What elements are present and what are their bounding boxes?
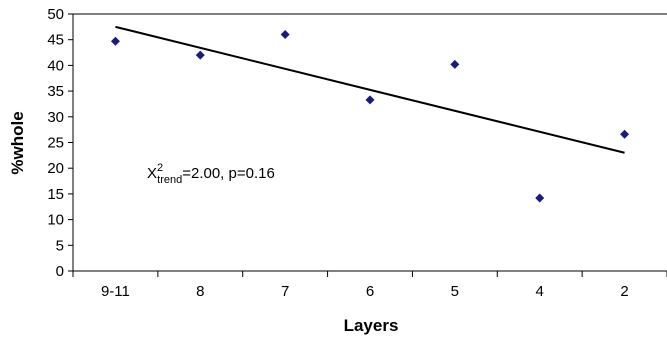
- y-tick-label: 0: [56, 263, 64, 280]
- chi-square-annotation: X2 trend=2.00, p=0.16: [147, 162, 275, 186]
- x-tick-label: 5: [451, 283, 459, 300]
- x-axis-ticks: 9-11 8 7 6 5 4 2: [72, 271, 667, 300]
- x-tick-label: 9-11: [101, 283, 130, 300]
- y-tick-label: 40: [47, 57, 64, 74]
- annotation-base: X: [147, 165, 157, 182]
- y-tick-label: 35: [47, 83, 64, 100]
- x-tick-label: 7: [281, 283, 289, 300]
- y-tick-label: 10: [47, 212, 64, 229]
- y-axis-title: %whole: [8, 111, 27, 174]
- y-tick-label: 25: [47, 135, 64, 152]
- y-tick-label: 5: [56, 237, 64, 254]
- annotation-text: =2.00, p=0.16: [182, 165, 275, 182]
- y-tick-label: 20: [47, 160, 64, 177]
- data-point: [620, 129, 630, 139]
- data-point: [535, 193, 545, 203]
- annotation-superscript: 2: [157, 162, 163, 174]
- data-point: [110, 36, 120, 46]
- x-tick-label: 2: [620, 283, 628, 300]
- x-axis-title: Layers: [344, 316, 399, 335]
- x-tick-label: 4: [536, 283, 544, 300]
- y-axis-ticks: 0 5 10 15 20 25 30 35 40 45 50: [47, 6, 73, 280]
- y-tick-label: 50: [47, 6, 64, 23]
- data-point: [365, 95, 375, 105]
- data-point: [450, 59, 460, 69]
- data-point: [195, 50, 205, 60]
- y-tick-label: 30: [47, 109, 64, 126]
- x-tick-label: 8: [196, 283, 204, 300]
- annotation-subscript: trend: [157, 174, 182, 186]
- data-points: [110, 30, 630, 203]
- trend-line: [115, 25, 625, 154]
- data-point: [280, 30, 290, 40]
- y-tick-label: 15: [47, 186, 64, 203]
- y-tick-label: 45: [47, 32, 64, 49]
- x-tick-label: 6: [366, 283, 374, 300]
